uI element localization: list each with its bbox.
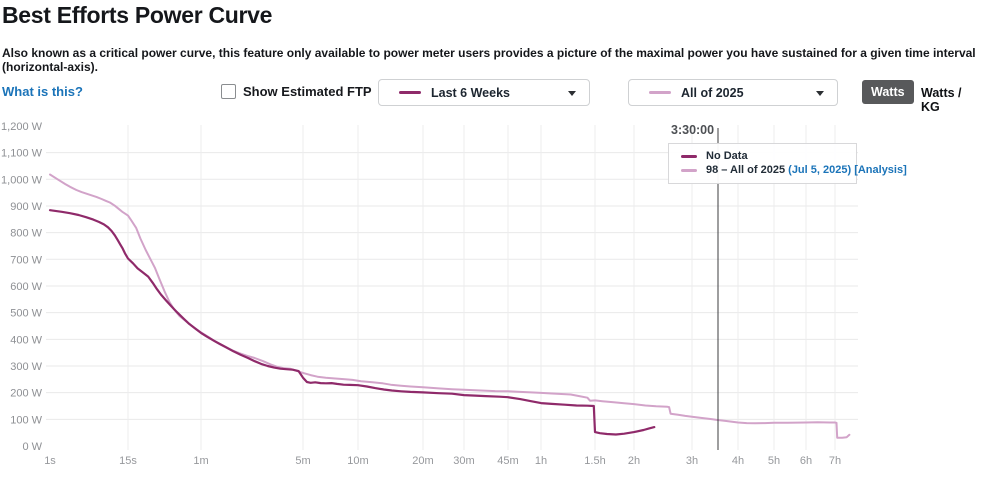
svg-text:6h: 6h (800, 455, 812, 467)
svg-text:1.5h: 1.5h (584, 455, 605, 467)
svg-text:45m: 45m (497, 455, 518, 467)
svg-text:4h: 4h (732, 455, 744, 467)
page-title: Best Efforts Power Curve (2, 2, 273, 28)
svg-text:10m: 10m (347, 455, 368, 467)
svg-text:1,000 W: 1,000 W (1, 174, 43, 186)
last-6-weeks-line-swatch (681, 155, 697, 158)
svg-text:5h: 5h (768, 455, 780, 467)
chevron-down-icon (816, 91, 824, 96)
svg-text:700 W: 700 W (10, 254, 42, 266)
svg-text:600 W: 600 W (10, 281, 42, 293)
tooltip-row-all-of-2025: 98 – All of 2025 (Jul 5, 2025) [Analysis… (678, 163, 907, 177)
all-of-2025-swatch (649, 91, 671, 94)
svg-text:400 W: 400 W (10, 334, 42, 346)
svg-text:1s: 1s (44, 455, 56, 467)
svg-text:5m: 5m (295, 455, 310, 467)
last-6-weeks-label: Last 6 Weeks (431, 85, 510, 100)
series-dropdown-last-6-weeks[interactable]: Last 6 Weeks (378, 79, 590, 106)
svg-text:100 W: 100 W (10, 414, 42, 426)
watts-per-kg-toggle-button[interactable]: Watts / KG (921, 86, 962, 114)
all-of-2025-label: All of 2025 (681, 85, 744, 100)
show-estimated-ftp-label: Show Estimated FTP (243, 84, 372, 99)
show-estimated-ftp-checkbox[interactable] (221, 84, 236, 99)
svg-text:1h: 1h (535, 455, 547, 467)
svg-text:900 W: 900 W (10, 201, 42, 213)
svg-text:30m: 30m (453, 455, 474, 467)
what-is-this-link[interactable]: What is this? (2, 84, 83, 99)
svg-text:300 W: 300 W (10, 361, 42, 373)
chart-tooltip: No Data 98 – All of 2025 (Jul 5, 2025) [… (668, 143, 907, 184)
tooltip-value-text: 98 – All of 2025 (Jul 5, 2025) [Analysis… (706, 164, 907, 176)
svg-text:20m: 20m (412, 455, 433, 467)
svg-text:7h: 7h (829, 455, 841, 467)
svg-text:800 W: 800 W (10, 228, 42, 240)
svg-text:3h: 3h (686, 455, 698, 467)
svg-text:1,100 W: 1,100 W (1, 148, 43, 160)
show-estimated-ftp-control: Show Estimated FTP (221, 84, 372, 99)
svg-text:2h: 2h (628, 455, 640, 467)
chevron-down-icon (568, 91, 576, 96)
all-of-2025-line-swatch (681, 169, 697, 172)
last-6-weeks-swatch (399, 91, 421, 94)
svg-text:200 W: 200 W (10, 388, 42, 400)
tooltip-analysis-link[interactable]: (Jul 5, 2025) [Analysis] (788, 164, 907, 176)
tooltip-no-data-text: No Data (706, 150, 748, 162)
svg-text:1m: 1m (193, 455, 208, 467)
svg-text:0 W: 0 W (22, 441, 42, 453)
cursor-time-label: 3:30:00 (671, 123, 715, 137)
watts-toggle-button[interactable]: Watts (862, 80, 914, 104)
series-dropdown-all-of-2025[interactable]: All of 2025 (628, 79, 838, 106)
svg-text:500 W: 500 W (10, 308, 42, 320)
page-subtitle: Also known as a critical power curve, th… (2, 46, 976, 74)
svg-text:15s: 15s (119, 455, 137, 467)
tooltip-row-last-6-weeks: No Data (678, 149, 848, 163)
svg-text:1,200 W: 1,200 W (1, 121, 43, 133)
